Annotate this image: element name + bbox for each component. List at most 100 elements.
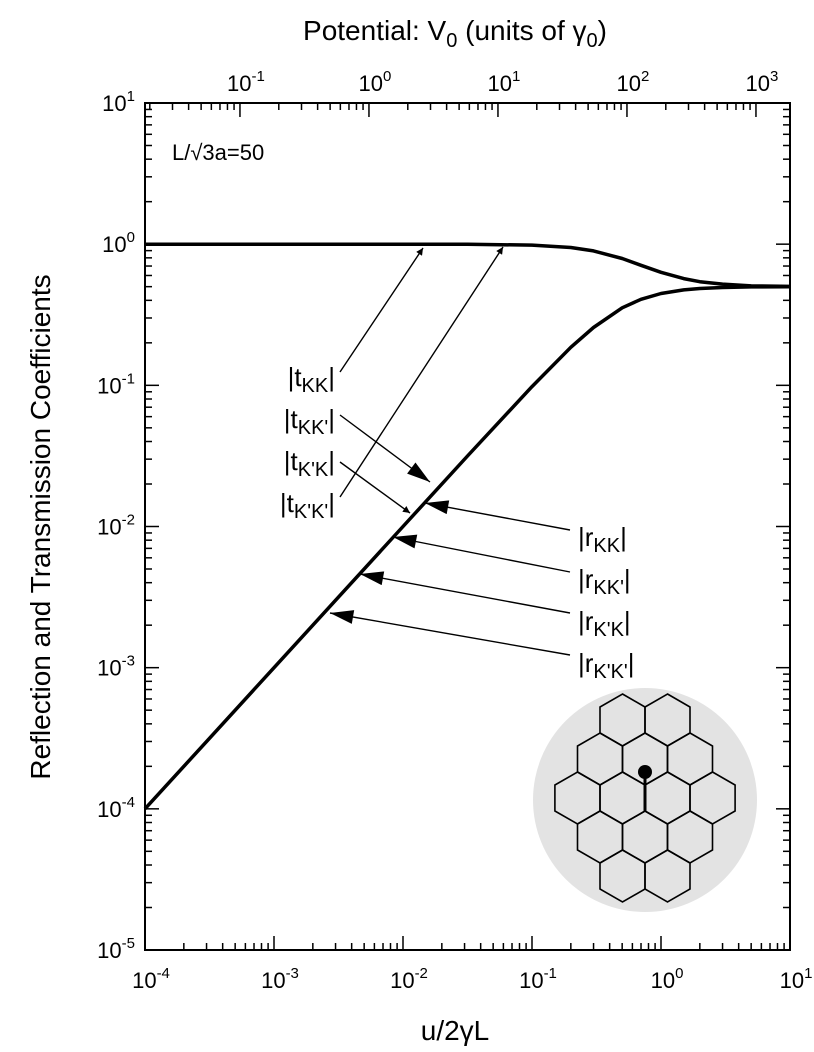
tick-exp: 0 (675, 965, 683, 982)
tick-label: 102 (617, 68, 650, 96)
tick-base: 10 (390, 968, 414, 993)
tick-exp: 2 (641, 68, 649, 85)
tick-base: 10 (261, 968, 285, 993)
tick-base: 10 (102, 232, 126, 257)
tick-base: 10 (97, 938, 121, 963)
annotation-arrow (339, 246, 504, 498)
tick-label: 10-1 (227, 68, 265, 96)
annotation-suffix: | (628, 648, 635, 678)
x2-title-sub: 0 (587, 30, 598, 52)
tick-base: 10 (97, 656, 121, 681)
tick-base: 10 (102, 91, 126, 116)
tick-exp: -3 (286, 965, 299, 982)
annotation-arrow (424, 500, 571, 531)
annotation-label: |tK'K| (284, 446, 335, 481)
tick-label: 10-4 (132, 965, 170, 993)
annotation-label: |rK'K'| (578, 648, 635, 683)
annotation-label: |rKK| (578, 522, 627, 557)
x2-title-part: (units of γ (457, 15, 586, 46)
inset-lattice (533, 688, 757, 912)
tick-label: 10-2 (390, 965, 428, 993)
tick-label: 10-1 (97, 370, 135, 398)
annotation-arrow (329, 610, 571, 656)
tick-base: 10 (651, 968, 675, 993)
curve (143, 285, 791, 810)
impurity-dot (638, 765, 652, 779)
tick-exp: 1 (512, 68, 520, 85)
tick-base: 10 (488, 71, 512, 96)
tick-label: 10-3 (97, 653, 135, 681)
annotation-prefix: |t (284, 446, 299, 476)
hexagon (644, 849, 691, 903)
tick-base: 10 (359, 71, 383, 96)
tick-exp: 1 (804, 965, 812, 982)
tick-exp: -2 (415, 965, 428, 982)
tick-base: 10 (97, 373, 121, 398)
tick-label: 100 (651, 965, 684, 993)
tick-label: 10-4 (97, 794, 135, 822)
tick-base: 10 (780, 968, 804, 993)
note: L/√3a=50 (172, 140, 264, 165)
tick-label: 101 (780, 965, 813, 993)
tick-base: 10 (746, 71, 770, 96)
tick-exp: -4 (157, 965, 170, 982)
annotation-prefix: |r (578, 606, 594, 636)
tick-exp: -1 (122, 370, 135, 387)
tick-exp: -3 (122, 653, 135, 670)
annotation-sub: KK (302, 375, 329, 397)
annotation-label: |tKK| (288, 362, 335, 397)
tick-exp: 3 (770, 68, 778, 85)
annotation-prefix: |t (284, 404, 299, 434)
tick-label: 100 (359, 68, 392, 96)
x2-title-sub: 0 (446, 30, 457, 52)
annotation-sub: K'K (593, 619, 624, 641)
tick-base: 10 (97, 515, 121, 540)
tick-label: 10-5 (97, 935, 135, 963)
tick-label: 10-3 (261, 965, 299, 993)
annotation-prefix: |r (578, 522, 594, 552)
tick-exp: -5 (122, 935, 135, 952)
tick-exp: 0 (383, 68, 391, 85)
annotation-sub: KK' (298, 417, 329, 439)
annotation-suffix: | (328, 404, 335, 434)
annotation-suffix: | (328, 362, 335, 392)
tick-base: 10 (97, 797, 121, 822)
tick-label: 103 (746, 68, 779, 96)
annotation-sub: K'K' (593, 661, 627, 683)
annotation-prefix: |r (578, 648, 594, 678)
annotation-prefix: |r (578, 564, 594, 594)
x-title: u/2γL (421, 1015, 490, 1046)
tick-label: 100 (102, 229, 135, 257)
tick-exp: -2 (122, 512, 135, 529)
annotation-arrow (392, 534, 571, 573)
tick-exp: -1 (544, 965, 557, 982)
annotation-arrow (339, 247, 424, 373)
annotation-arrow (339, 461, 411, 514)
annotation-label: |rKK'| (578, 564, 631, 599)
tick-label: 10-2 (97, 512, 135, 540)
curve (145, 242, 791, 289)
annotation-suffix: | (620, 522, 627, 552)
annotation-label: |tKK'| (284, 404, 335, 439)
tick-exp: 1 (127, 88, 135, 105)
x2-title-part: ) (598, 15, 607, 46)
tick-base: 10 (132, 968, 156, 993)
tick-base: 10 (227, 71, 251, 96)
annotation-arrow (359, 571, 571, 614)
annotation-arrow (339, 414, 431, 483)
tick-label: 101 (488, 68, 521, 96)
tick-base: 10 (617, 71, 641, 96)
annotation-sub: K'K (298, 459, 329, 481)
annotation-suffix: | (328, 488, 335, 518)
annotation-suffix: | (328, 446, 335, 476)
annotation-suffix: | (624, 564, 631, 594)
annotation-sub: KK' (593, 577, 624, 599)
annotation-sub: KK (593, 535, 620, 557)
annotation-label: |rK'K| (578, 606, 631, 641)
annotation-suffix: | (624, 606, 631, 636)
annotation-prefix: |t (288, 362, 303, 392)
tick-label: 101 (102, 88, 135, 116)
annotation-label: |tK'K'| (280, 488, 335, 523)
annotation-prefix: |t (280, 488, 295, 518)
